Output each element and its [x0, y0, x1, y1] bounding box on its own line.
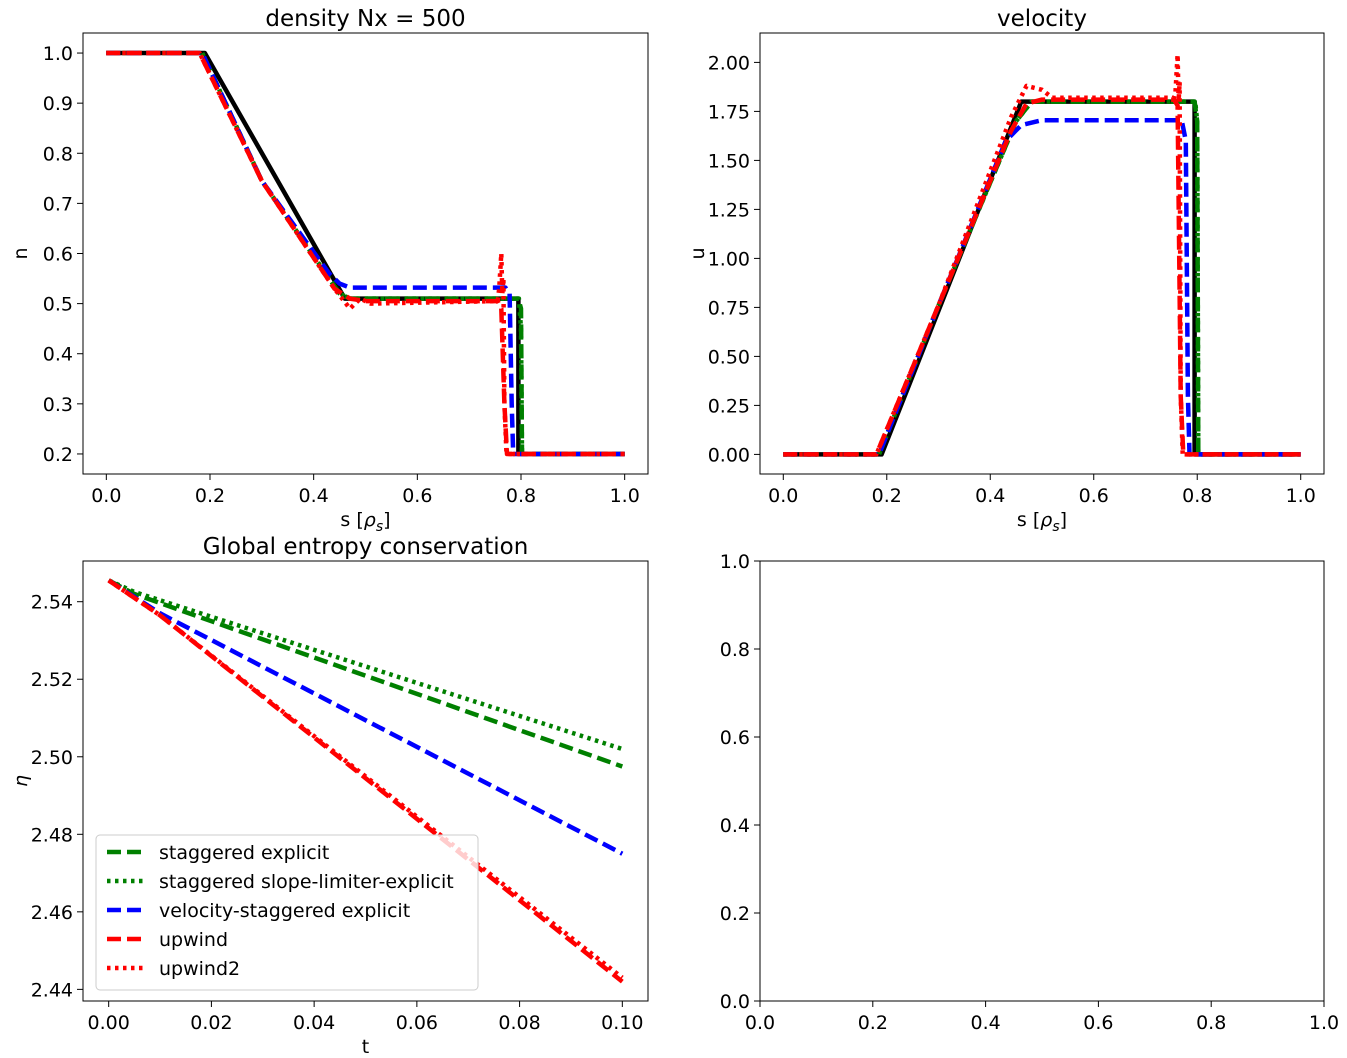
x-axis-label: t: [362, 1036, 369, 1058]
x-tick-label: 0.08: [498, 1012, 540, 1034]
legend: staggered explicit staggered slope-limite…: [95, 834, 479, 991]
axes-frame: [82, 560, 649, 1002]
x-tick-label: 0.4: [970, 1012, 1000, 1034]
series-line-0: [783, 99, 1301, 457]
legend-box: [95, 834, 479, 991]
x-tick-label: 0.04: [293, 1012, 335, 1034]
x-tick-label: 0.2: [872, 485, 902, 507]
x-tick-label: 0.8: [1182, 485, 1212, 507]
series-line-4: [106, 50, 625, 457]
x-axis-label: s [ρs]: [340, 509, 390, 535]
series-line-2: [106, 50, 625, 457]
y-tick-label: 1.25: [708, 199, 750, 221]
series-line-0: [106, 50, 625, 457]
y-tick-label: 0.5: [43, 294, 73, 316]
y-tick-label: 0.75: [708, 297, 750, 319]
y-tick-label: 0.50: [708, 346, 750, 368]
series-line-5: [106, 50, 625, 457]
x-tick-label: 0.00: [88, 1012, 130, 1034]
x-tick-label: 0.06: [396, 1012, 438, 1034]
x-tick-label: 0.0: [745, 1012, 775, 1034]
series-group: [106, 50, 625, 457]
y-tick-label: 1.00: [708, 248, 750, 270]
series-line-5: [783, 52, 1301, 457]
chart-title: velocity: [997, 6, 1087, 32]
series-group: [783, 52, 1301, 457]
x-tick-label: 0.2: [858, 1012, 888, 1034]
y-tick-label: 0.7: [43, 193, 73, 215]
y-tick-label: 0.2: [720, 903, 750, 925]
series-line-3: [107, 578, 624, 984]
x-tick-label: 0.10: [601, 1012, 643, 1034]
y-tick-label: 0.6: [720, 727, 750, 749]
velocity-plot: 0.0 0.2 0.4 0.6 0.8 1.0 0.00 0.25 0.50 0.75 1.00 1.…: [687, 6, 1325, 535]
y-axis-label: n: [10, 247, 32, 259]
x-tick-label: 0.8: [506, 485, 536, 507]
y-tick-label: 0.9: [43, 93, 73, 115]
axes-frame: [759, 560, 1325, 1002]
legend-entry: staggered explicit: [159, 842, 329, 864]
series-line-1: [783, 99, 1301, 457]
x-tick-label: 1.0: [1309, 1012, 1339, 1034]
y-axis-label: u: [687, 247, 709, 259]
y-tick-label: 0.8: [43, 143, 73, 165]
density-plot: 0.0 0.2 0.4 0.6 0.8 1.0 0.2 0.3 0.4 0.5 0.6 0.7 0.8 0…: [10, 6, 649, 535]
y-tick-label: 0.25: [708, 395, 750, 417]
x-tick-label: 1.0: [610, 485, 640, 507]
legend-entry: staggered slope-limiter-explicit: [159, 871, 454, 893]
x-tick-label: 0.6: [402, 485, 432, 507]
empty-plot: 0.0 0.2 0.4 0.6 0.8 1.0 0.0 0.2 0.4 0.6 0.8 1.0: [720, 551, 1339, 1034]
y-tick-label: 0.6: [43, 244, 73, 266]
x-tick-label: 1.0: [1286, 485, 1316, 507]
x-tick-label: 0.0: [768, 485, 798, 507]
y-axis-label: η: [10, 775, 32, 787]
y-tick-label: 0.00: [708, 444, 750, 466]
x-axis-label: s [ρs]: [1017, 509, 1067, 535]
y-tick-label: 2.50: [31, 747, 73, 769]
chart-title: density Nx = 500: [265, 6, 465, 32]
y-tick-label: 0.4: [43, 344, 73, 366]
y-tick-label: 2.52: [31, 669, 73, 691]
series-line-3: [783, 117, 1301, 457]
series-line-1: [107, 578, 623, 752]
y-tick-label: 1.0: [720, 551, 750, 573]
y-tick-label: 2.54: [31, 592, 73, 614]
x-tick-label: 0.2: [195, 485, 225, 507]
series-line-1: [106, 50, 625, 457]
axes-frame: [82, 32, 649, 475]
y-tick-label: 1.50: [708, 150, 750, 172]
series-line-2: [783, 99, 1301, 457]
legend-entry: upwind: [159, 929, 228, 951]
series-line-4: [783, 97, 1301, 457]
y-tick-label: 0.4: [720, 815, 750, 837]
legend-entry: upwind2: [159, 958, 240, 980]
x-tick-label: 0.8: [1196, 1012, 1226, 1034]
y-tick-label: 2.46: [31, 902, 73, 924]
series-group: [107, 578, 624, 984]
y-tick-label: 2.00: [708, 52, 750, 74]
series-line-3: [106, 50, 625, 457]
x-tick-label: 0.4: [299, 485, 329, 507]
axes-frame: [759, 32, 1325, 475]
entropy-plot: 0.00 0.02 0.04 0.06 0.08 0.10 2.44 2.46 2.48 2.50…: [10, 534, 649, 1058]
chart-title: Global entropy conservation: [203, 534, 529, 560]
series-line-2: [107, 578, 624, 856]
y-tick-label: 0.8: [720, 639, 750, 661]
x-tick-label: 0.6: [1083, 1012, 1113, 1034]
legend-entry: velocity-staggered explicit: [159, 900, 410, 922]
y-tick-label: 2.44: [31, 979, 73, 1001]
y-tick-label: 0.3: [43, 394, 73, 416]
x-tick-label: 0.4: [975, 485, 1005, 507]
y-tick-label: 1.75: [708, 101, 750, 123]
x-tick-label: 0.02: [190, 1012, 232, 1034]
y-tick-label: 0.0: [720, 991, 750, 1013]
y-tick-label: 1.0: [43, 43, 73, 65]
x-tick-label: 0.6: [1079, 485, 1109, 507]
y-tick-label: 0.2: [43, 444, 73, 466]
x-tick-label: 0.0: [91, 485, 121, 507]
y-tick-label: 2.48: [31, 824, 73, 846]
